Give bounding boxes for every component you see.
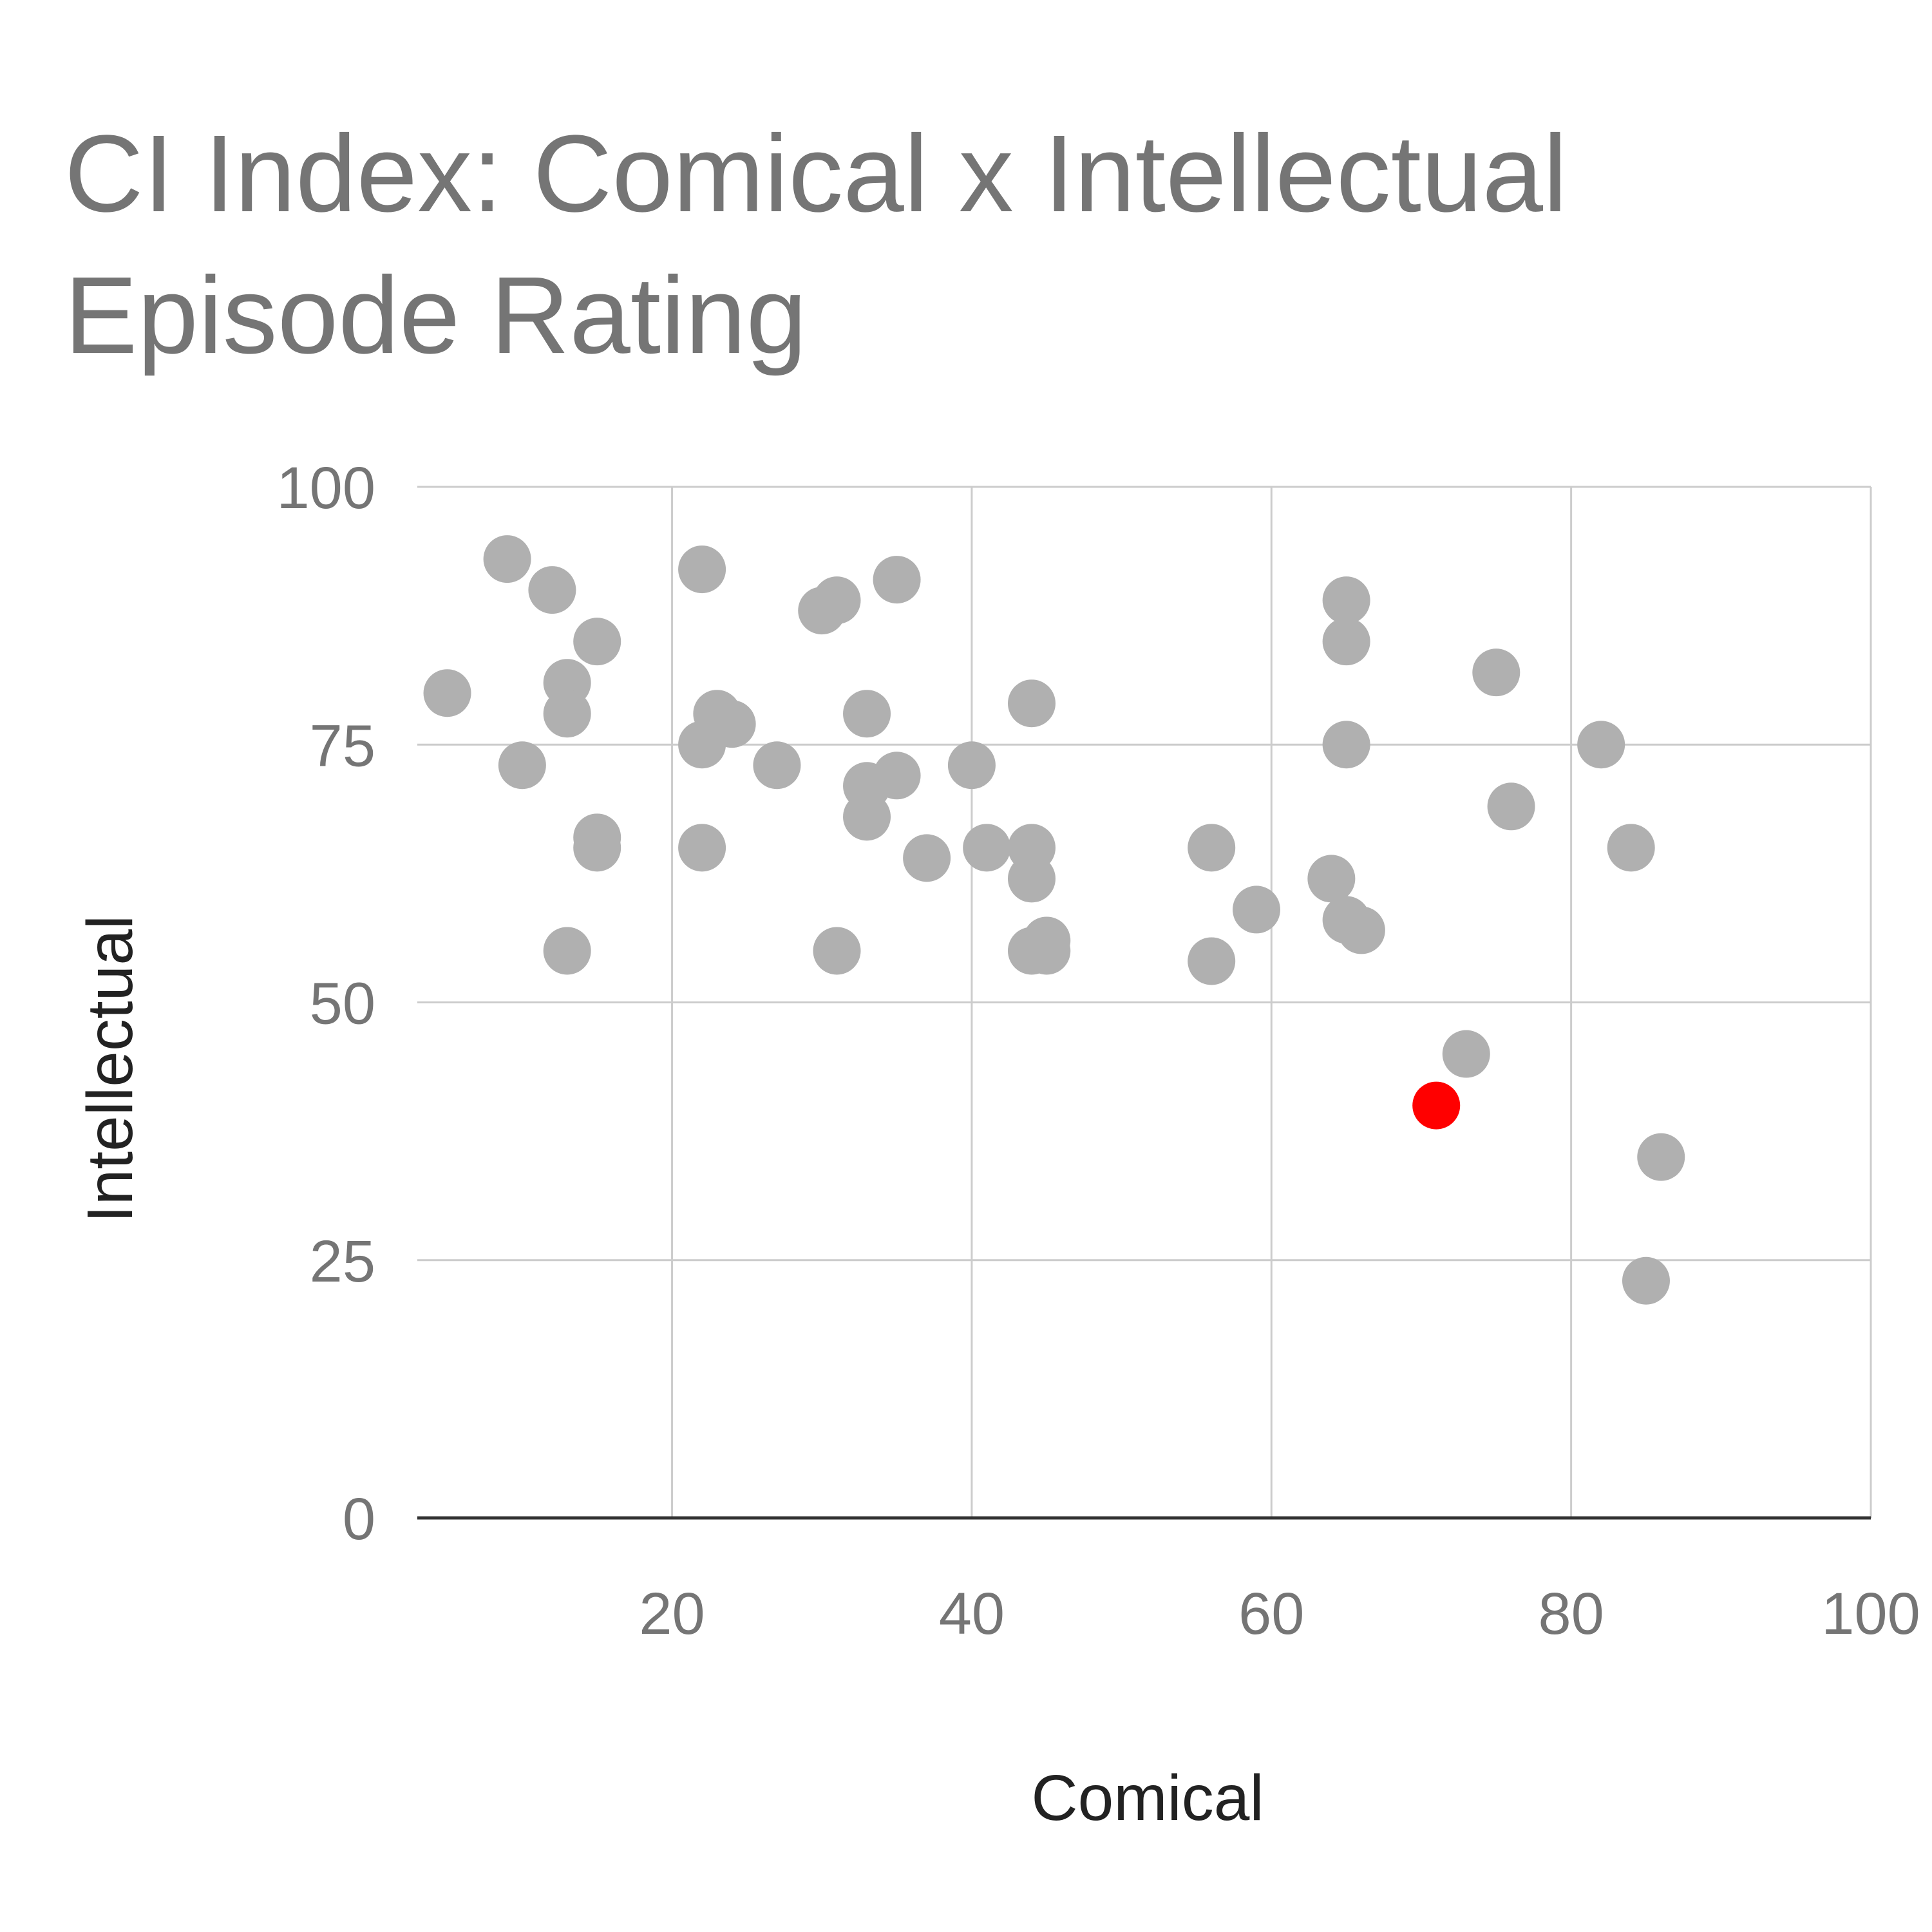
data-point xyxy=(1322,576,1370,625)
y-tick-label: 0 xyxy=(343,1486,375,1552)
data-point xyxy=(708,700,756,748)
data-point xyxy=(843,690,891,738)
grid xyxy=(417,486,1872,1518)
data-point xyxy=(423,669,471,717)
data-point xyxy=(1622,1256,1670,1305)
x-tick-label: 20 xyxy=(639,1581,705,1647)
x-tick-label: 80 xyxy=(1538,1581,1604,1647)
data-point xyxy=(753,741,801,790)
highlighted-data-point xyxy=(1412,1081,1461,1130)
data-point xyxy=(1007,855,1056,903)
data-point xyxy=(1637,1133,1685,1181)
data-point xyxy=(1607,824,1655,872)
y-tick-label: 100 xyxy=(277,455,376,521)
x-tick-label: 60 xyxy=(1238,1581,1304,1647)
data-point xyxy=(1337,906,1385,954)
data-point xyxy=(573,824,621,872)
data-point xyxy=(1442,1030,1490,1078)
data-point xyxy=(1023,927,1071,975)
data-points xyxy=(423,535,1685,1305)
data-point xyxy=(1577,721,1625,769)
data-point xyxy=(1322,618,1370,666)
data-point xyxy=(678,545,726,594)
data-point xyxy=(1188,824,1236,872)
x-axis-title: Comical xyxy=(1031,1762,1264,1834)
data-point xyxy=(498,741,546,790)
data-point xyxy=(1233,886,1281,934)
data-point xyxy=(1322,721,1370,769)
data-point xyxy=(1007,679,1056,728)
data-point xyxy=(678,824,726,872)
data-point xyxy=(947,741,996,790)
data-point xyxy=(1307,855,1356,903)
y-tick-label: 75 xyxy=(310,713,375,779)
data-point xyxy=(873,752,921,800)
x-tick-label: 100 xyxy=(1821,1581,1920,1647)
data-point xyxy=(1188,937,1236,985)
data-point xyxy=(813,927,861,975)
data-point xyxy=(543,927,591,975)
data-point xyxy=(813,576,861,625)
y-tick-label: 50 xyxy=(310,971,375,1037)
data-point xyxy=(573,618,621,666)
chart-title-line-2: Episode Rating xyxy=(64,254,807,377)
data-point xyxy=(903,834,951,882)
data-point xyxy=(873,556,921,604)
y-axis-title: Intellectual xyxy=(74,915,146,1223)
chart-title-line-1: CI Index: Comical x Intellectual xyxy=(64,113,1567,235)
data-point xyxy=(483,535,531,583)
y-tick-label: 25 xyxy=(310,1229,375,1294)
data-point xyxy=(1487,782,1535,831)
x-tick-label: 40 xyxy=(939,1581,1005,1647)
axes: 20 40 60 80 100 0 25 50 75 100 xyxy=(277,455,1920,1647)
data-point xyxy=(543,690,591,738)
data-point xyxy=(1472,649,1520,697)
data-point xyxy=(963,824,1011,872)
data-point xyxy=(843,793,891,841)
data-point xyxy=(528,566,576,614)
